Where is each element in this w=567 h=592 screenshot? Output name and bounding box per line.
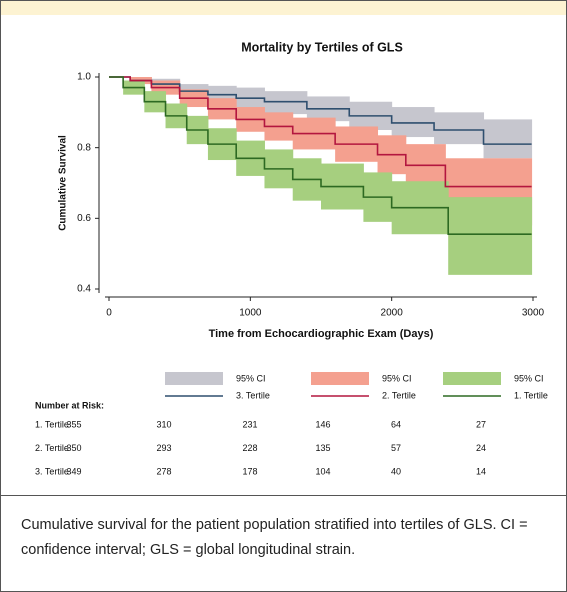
x-tick-label: 2000 bbox=[381, 308, 404, 319]
ci-band bbox=[391, 107, 435, 138]
legend-label: 95% CI bbox=[382, 373, 412, 383]
y-tick-label: 1.0 bbox=[77, 72, 91, 83]
risk-row-label: 1. Tertile bbox=[35, 419, 69, 429]
risk-value: 146 bbox=[315, 419, 330, 429]
legend-swatch bbox=[165, 372, 223, 385]
legend-label: 2. Tertile bbox=[382, 390, 416, 400]
banner bbox=[1, 1, 566, 15]
risk-value: 310 bbox=[156, 419, 171, 429]
risk-value: 104 bbox=[315, 466, 330, 476]
risk-value: 349 bbox=[66, 466, 81, 476]
y-tick-label: 0.8 bbox=[77, 142, 91, 153]
legend-label: 3. Tertile bbox=[236, 390, 270, 400]
y-axis-label: Cumulative Survival bbox=[58, 135, 69, 231]
x-tick-label: 0 bbox=[106, 308, 112, 319]
chart: Mortality by Tertiles of GLS Cumulative … bbox=[35, 40, 548, 476]
x-tick-label: 3000 bbox=[522, 308, 545, 319]
legend-swatch bbox=[443, 372, 501, 385]
y-tick-label: 0.6 bbox=[77, 213, 91, 224]
ci-band bbox=[434, 112, 485, 145]
risk-row-label: 2. Tertile bbox=[35, 443, 69, 453]
separator bbox=[1, 495, 566, 496]
caption: Cumulative survival for the patient popu… bbox=[21, 517, 528, 558]
risk-value: 24 bbox=[476, 443, 486, 453]
y-tick-label: 0.4 bbox=[77, 284, 91, 295]
risk-value: 57 bbox=[391, 443, 401, 453]
risk-value: 40 bbox=[391, 466, 401, 476]
risk-value: 355 bbox=[66, 419, 81, 429]
risk-value: 350 bbox=[66, 443, 81, 453]
risk-row-label: 3. Tertile bbox=[35, 466, 69, 476]
legend-label: 95% CI bbox=[236, 373, 266, 383]
risk-value: 64 bbox=[391, 419, 401, 429]
ci-band bbox=[483, 119, 533, 159]
ci-band bbox=[264, 91, 308, 115]
x-tick-label: 1000 bbox=[239, 308, 262, 319]
legend-swatch bbox=[311, 372, 369, 385]
risk-value: 293 bbox=[156, 443, 171, 453]
risk-value: 278 bbox=[156, 466, 171, 476]
risk-value: 178 bbox=[242, 466, 257, 476]
survival-line bbox=[109, 76, 532, 236]
risk-value: 14 bbox=[476, 466, 486, 476]
risk-title: Number at Risk: bbox=[35, 400, 104, 410]
risk-value: 231 bbox=[242, 419, 257, 429]
risk-value: 27 bbox=[476, 419, 486, 429]
legend-label: 95% CI bbox=[514, 373, 544, 383]
chart-title: Mortality by Tertiles of GLS bbox=[241, 40, 403, 54]
ci-band bbox=[448, 197, 533, 275]
survival-line bbox=[109, 76, 532, 188]
risk-value: 228 bbox=[242, 443, 257, 453]
x-axis-label: Time from Echocardiographic Exam (Days) bbox=[209, 328, 434, 340]
legend-label: 1. Tertile bbox=[514, 390, 548, 400]
risk-value: 135 bbox=[315, 443, 330, 453]
